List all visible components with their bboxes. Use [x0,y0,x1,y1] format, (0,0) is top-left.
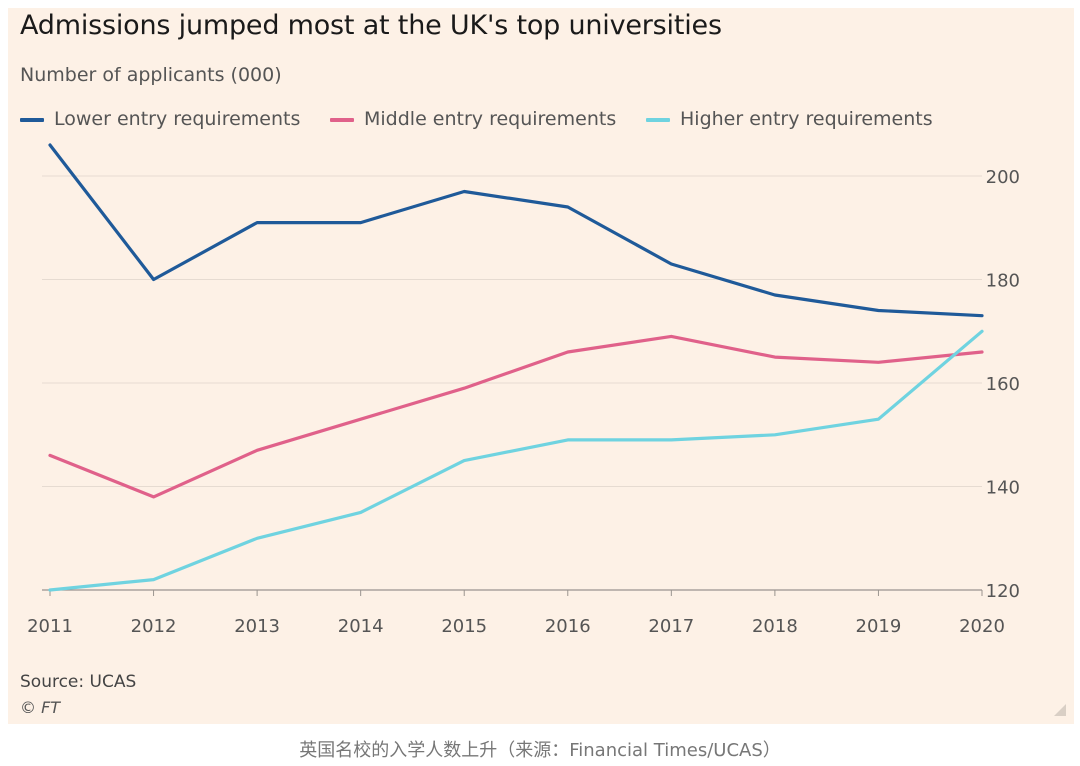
legend-label-higher: Higher entry requirements [680,108,933,130]
line-chart: 120 140 160 180 200 2011 2012 2013 2014 2015 2016 2… [27,143,1020,637]
legend-swatch-higher [646,118,670,122]
legend-label-lower: Lower entry requirements [54,108,301,130]
y-tick-label: 200 [986,167,1020,188]
x-tick-label: 2014 [338,616,384,637]
x-tick-label: 2019 [856,616,902,637]
x-tick-label: 2015 [441,616,487,637]
x-tick-label: 2018 [752,616,798,637]
chart-title: Admissions jumped most at the UK's top u… [20,10,722,41]
series-line-lower [48,143,984,318]
chart-panel: Admissions jumped most at the UK's top u… [8,8,1074,724]
y-tick-label: 180 [986,271,1020,292]
series-line-middle [48,334,984,499]
y-tick-label: 140 [986,478,1020,499]
x-tick-label: 2017 [648,616,694,637]
legend-label-middle: Middle entry requirements [364,108,617,130]
x-tick-label: 2011 [27,616,73,637]
image-caption: 英国名校的入学人数上升（来源：Financial Times/UCAS） [299,740,781,761]
copyright-note: © FT [20,698,61,717]
legend-swatch-middle [330,118,354,122]
x-tick-label: 2020 [959,616,1005,637]
y-tick-label: 120 [986,581,1020,602]
x-tick-label: 2016 [545,616,591,637]
x-tick-label: 2013 [234,616,280,637]
legend-swatch-lower [20,118,44,122]
source-note: Source: UCAS [20,672,137,692]
chart-subtitle: Number of applicants (000) [20,64,282,86]
y-tick-label: 160 [986,374,1020,395]
series-line-higher [48,329,984,592]
resize-handle-icon [1054,704,1066,716]
x-tick-label: 2012 [131,616,177,637]
